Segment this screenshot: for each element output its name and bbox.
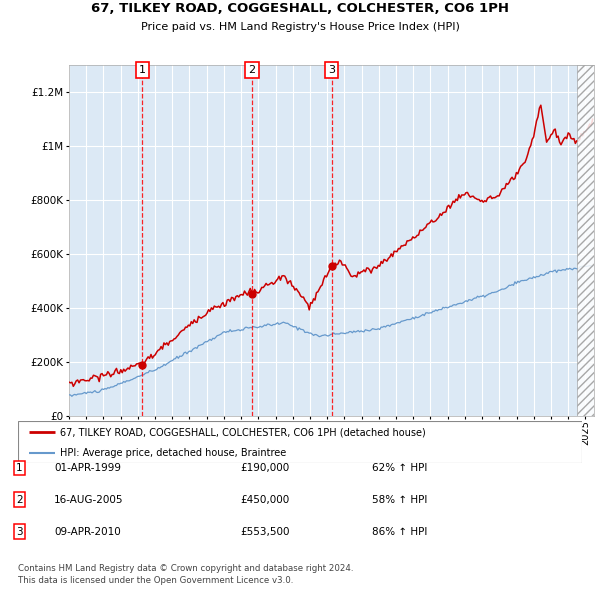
Text: 09-APR-2010: 09-APR-2010: [54, 527, 121, 536]
Text: £190,000: £190,000: [240, 463, 289, 473]
Text: 3: 3: [16, 527, 23, 536]
Text: 16-AUG-2005: 16-AUG-2005: [54, 495, 124, 504]
Text: Price paid vs. HM Land Registry's House Price Index (HPI): Price paid vs. HM Land Registry's House …: [140, 22, 460, 32]
Text: 2: 2: [16, 495, 23, 504]
Text: 1: 1: [139, 65, 146, 75]
Text: HPI: Average price, detached house, Braintree: HPI: Average price, detached house, Brai…: [60, 448, 287, 457]
Text: 58% ↑ HPI: 58% ↑ HPI: [372, 495, 427, 504]
Text: Contains HM Land Registry data © Crown copyright and database right 2024.: Contains HM Land Registry data © Crown c…: [18, 565, 353, 573]
Text: 3: 3: [328, 65, 335, 75]
Text: 86% ↑ HPI: 86% ↑ HPI: [372, 527, 427, 536]
Bar: [577, 65, 594, 416]
Text: 62% ↑ HPI: 62% ↑ HPI: [372, 463, 427, 473]
Text: 01-APR-1999: 01-APR-1999: [54, 463, 121, 473]
Text: £450,000: £450,000: [240, 495, 289, 504]
Text: 2: 2: [248, 65, 256, 75]
FancyBboxPatch shape: [18, 421, 582, 463]
Text: £553,500: £553,500: [240, 527, 290, 536]
Text: 1: 1: [16, 463, 23, 473]
Text: 67, TILKEY ROAD, COGGESHALL, COLCHESTER, CO6 1PH: 67, TILKEY ROAD, COGGESHALL, COLCHESTER,…: [91, 2, 509, 15]
Text: 67, TILKEY ROAD, COGGESHALL, COLCHESTER, CO6 1PH (detached house): 67, TILKEY ROAD, COGGESHALL, COLCHESTER,…: [60, 427, 426, 437]
Text: This data is licensed under the Open Government Licence v3.0.: This data is licensed under the Open Gov…: [18, 576, 293, 585]
